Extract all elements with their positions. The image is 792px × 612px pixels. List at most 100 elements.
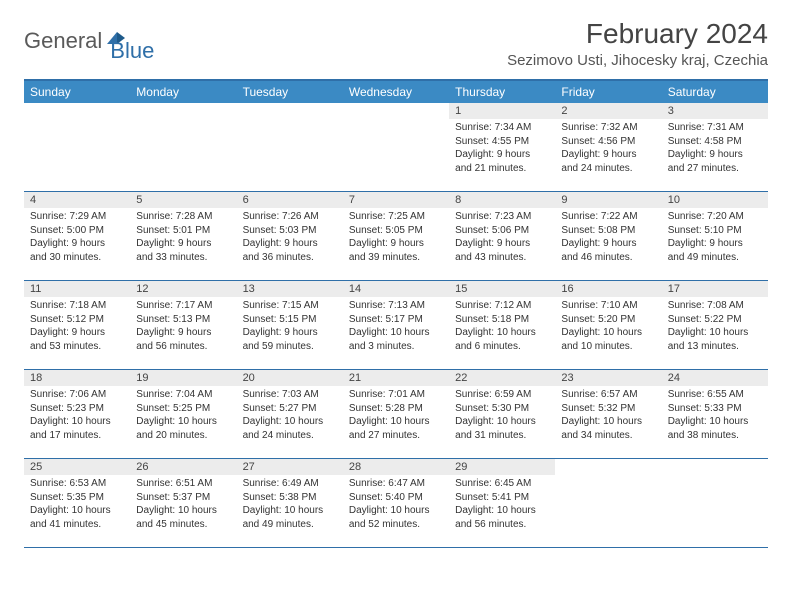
day-sunrise: Sunrise: 6:51 AM [136, 477, 230, 491]
day-sunset: Sunset: 5:40 PM [349, 491, 443, 505]
day-number: 15 [449, 281, 555, 297]
day-body: Sunrise: 7:25 AMSunset: 5:05 PMDaylight:… [343, 208, 449, 268]
day-sunrise: Sunrise: 7:15 AM [243, 299, 337, 313]
day-sunset: Sunset: 5:25 PM [136, 402, 230, 416]
day-day2: and 20 minutes. [136, 429, 230, 443]
day-sunrise: Sunrise: 7:17 AM [136, 299, 230, 313]
day-sunset: Sunset: 5:00 PM [30, 224, 124, 238]
day-number: 26 [130, 459, 236, 475]
day-day1: Daylight: 10 hours [243, 504, 337, 518]
day-day1: Daylight: 9 hours [455, 148, 549, 162]
day-sunrise: Sunrise: 7:10 AM [561, 299, 655, 313]
day-body: Sunrise: 7:04 AMSunset: 5:25 PMDaylight:… [130, 386, 236, 446]
day-body: Sunrise: 6:55 AMSunset: 5:33 PMDaylight:… [662, 386, 768, 446]
day-body: Sunrise: 6:53 AMSunset: 5:35 PMDaylight:… [24, 475, 130, 535]
day-day2: and 49 minutes. [243, 518, 337, 532]
day-number: 5 [130, 192, 236, 208]
day-number: 7 [343, 192, 449, 208]
day-number: 4 [24, 192, 130, 208]
day-sunset: Sunset: 4:56 PM [561, 135, 655, 149]
day-sunrise: Sunrise: 7:29 AM [30, 210, 124, 224]
day-body: Sunrise: 7:03 AMSunset: 5:27 PMDaylight:… [237, 386, 343, 446]
day-day2: and 13 minutes. [668, 340, 762, 354]
day-cell: 8Sunrise: 7:23 AMSunset: 5:06 PMDaylight… [449, 192, 555, 280]
day-cell: 18Sunrise: 7:06 AMSunset: 5:23 PMDayligh… [24, 370, 130, 458]
day-body: Sunrise: 7:15 AMSunset: 5:15 PMDaylight:… [237, 297, 343, 357]
day-number: 23 [555, 370, 661, 386]
day-sunset: Sunset: 5:17 PM [349, 313, 443, 327]
day-sunrise: Sunrise: 7:03 AM [243, 388, 337, 402]
day-day2: and 59 minutes. [243, 340, 337, 354]
day-header-wed: Wednesday [343, 81, 449, 103]
day-day1: Daylight: 9 hours [561, 148, 655, 162]
day-header-thu: Thursday [449, 81, 555, 103]
day-body: Sunrise: 7:29 AMSunset: 5:00 PMDaylight:… [24, 208, 130, 268]
week-row: 4Sunrise: 7:29 AMSunset: 5:00 PMDaylight… [24, 192, 768, 281]
day-body: Sunrise: 7:01 AMSunset: 5:28 PMDaylight:… [343, 386, 449, 446]
day-sunset: Sunset: 5:12 PM [30, 313, 124, 327]
day-body: Sunrise: 7:26 AMSunset: 5:03 PMDaylight:… [237, 208, 343, 268]
day-sunrise: Sunrise: 6:59 AM [455, 388, 549, 402]
day-body: Sunrise: 7:20 AMSunset: 5:10 PMDaylight:… [662, 208, 768, 268]
day-cell: 26Sunrise: 6:51 AMSunset: 5:37 PMDayligh… [130, 459, 236, 547]
day-day2: and 34 minutes. [561, 429, 655, 443]
calendar: Sunday Monday Tuesday Wednesday Thursday… [24, 79, 768, 548]
day-body: Sunrise: 7:10 AMSunset: 5:20 PMDaylight:… [555, 297, 661, 357]
day-cell: 4Sunrise: 7:29 AMSunset: 5:00 PMDaylight… [24, 192, 130, 280]
day-sunset: Sunset: 5:30 PM [455, 402, 549, 416]
day-header-sat: Saturday [662, 81, 768, 103]
day-sunrise: Sunrise: 7:28 AM [136, 210, 230, 224]
day-day1: Daylight: 10 hours [349, 326, 443, 340]
day-cell: 16Sunrise: 7:10 AMSunset: 5:20 PMDayligh… [555, 281, 661, 369]
day-sunrise: Sunrise: 7:34 AM [455, 121, 549, 135]
day-sunrise: Sunrise: 6:57 AM [561, 388, 655, 402]
day-day1: Daylight: 9 hours [349, 237, 443, 251]
day-day2: and 43 minutes. [455, 251, 549, 265]
day-day2: and 10 minutes. [561, 340, 655, 354]
day-cell: 23Sunrise: 6:57 AMSunset: 5:32 PMDayligh… [555, 370, 661, 458]
month-title: February 2024 [507, 18, 768, 50]
day-sunrise: Sunrise: 7:06 AM [30, 388, 124, 402]
day-sunrise: Sunrise: 6:47 AM [349, 477, 443, 491]
day-cell: 15Sunrise: 7:12 AMSunset: 5:18 PMDayligh… [449, 281, 555, 369]
day-cell: 17Sunrise: 7:08 AMSunset: 5:22 PMDayligh… [662, 281, 768, 369]
day-body: Sunrise: 6:59 AMSunset: 5:30 PMDaylight:… [449, 386, 555, 446]
day-header-tue: Tuesday [237, 81, 343, 103]
day-day1: Daylight: 10 hours [349, 415, 443, 429]
day-cell: 11Sunrise: 7:18 AMSunset: 5:12 PMDayligh… [24, 281, 130, 369]
day-day2: and 21 minutes. [455, 162, 549, 176]
day-day1: Daylight: 10 hours [455, 504, 549, 518]
day-sunrise: Sunrise: 7:22 AM [561, 210, 655, 224]
day-cell: 12Sunrise: 7:17 AMSunset: 5:13 PMDayligh… [130, 281, 236, 369]
day-body: Sunrise: 6:45 AMSunset: 5:41 PMDaylight:… [449, 475, 555, 535]
day-sunrise: Sunrise: 7:12 AM [455, 299, 549, 313]
day-sunset: Sunset: 5:33 PM [668, 402, 762, 416]
day-number: 25 [24, 459, 130, 475]
day-number: 14 [343, 281, 449, 297]
day-cell: 7Sunrise: 7:25 AMSunset: 5:05 PMDaylight… [343, 192, 449, 280]
day-sunset: Sunset: 5:35 PM [30, 491, 124, 505]
day-number: 3 [662, 103, 768, 119]
day-cell: 10Sunrise: 7:20 AMSunset: 5:10 PMDayligh… [662, 192, 768, 280]
day-cell: 22Sunrise: 6:59 AMSunset: 5:30 PMDayligh… [449, 370, 555, 458]
day-day2: and 38 minutes. [668, 429, 762, 443]
title-block: February 2024 Sezimovo Usti, Jihocesky k… [507, 18, 768, 69]
day-cell: 1Sunrise: 7:34 AMSunset: 4:55 PMDaylight… [449, 103, 555, 191]
day-day1: Daylight: 9 hours [668, 237, 762, 251]
day-day1: Daylight: 10 hours [455, 415, 549, 429]
day-number: 18 [24, 370, 130, 386]
day-cell: 19Sunrise: 7:04 AMSunset: 5:25 PMDayligh… [130, 370, 236, 458]
day-body: Sunrise: 7:22 AMSunset: 5:08 PMDaylight:… [555, 208, 661, 268]
day-day1: Daylight: 9 hours [136, 237, 230, 251]
day-day2: and 30 minutes. [30, 251, 124, 265]
day-day2: and 31 minutes. [455, 429, 549, 443]
day-day2: and 27 minutes. [668, 162, 762, 176]
day-body: Sunrise: 6:47 AMSunset: 5:40 PMDaylight:… [343, 475, 449, 535]
day-sunset: Sunset: 5:18 PM [455, 313, 549, 327]
day-sunrise: Sunrise: 7:32 AM [561, 121, 655, 135]
day-sunrise: Sunrise: 7:26 AM [243, 210, 337, 224]
day-sunset: Sunset: 5:41 PM [455, 491, 549, 505]
day-sunset: Sunset: 5:32 PM [561, 402, 655, 416]
day-body: Sunrise: 7:13 AMSunset: 5:17 PMDaylight:… [343, 297, 449, 357]
day-day2: and 24 minutes. [243, 429, 337, 443]
